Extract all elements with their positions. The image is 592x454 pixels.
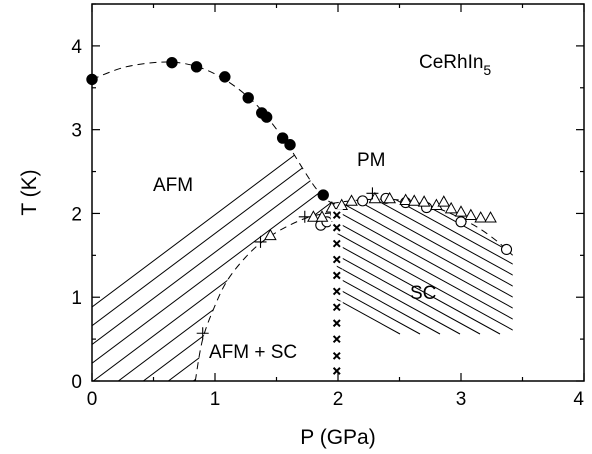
sc-hatch-line [331,199,513,335]
filled-circle-point [284,139,296,151]
sc-hatch-line [331,199,513,335]
afm-hatch-line [515,0,592,421]
y-tick-label: 1 [71,288,82,309]
sc-hatch [331,4,592,335]
sc-hatch-line [331,199,513,335]
afm-hatch-line [114,61,338,382]
sc-hatch-line [331,199,513,335]
sc-hatch-line [499,199,513,335]
x-point [332,255,341,264]
open-circle-point [500,243,513,256]
sc-hatch-line [580,4,592,334]
guide-lines [91,61,514,382]
region-label-pm: PM [357,150,386,171]
x-point [332,351,341,360]
region-label-sc: SC [410,283,436,304]
plus-point [196,327,209,340]
data-markers [86,56,513,377]
open-triangle-point [464,208,478,221]
sc-hatch-line [331,199,513,335]
open-triangle-point [417,195,431,207]
sc-hatch-line [331,199,513,335]
filled-circle-point [260,111,273,123]
sc-hatch-line [331,199,401,335]
region-label-afm: AFM [153,175,193,196]
afm-hatch-line [565,0,592,421]
x-tick-label: 4 [573,389,584,410]
afm-hatch-line [92,61,338,382]
y-tick-label: 2 [71,204,82,225]
open-circle-point [455,216,467,228]
sc-hatch-line [331,199,481,335]
x-tick-label: 1 [210,389,221,410]
x-point [332,271,341,280]
x-point [332,211,341,220]
afm-hatch-line [92,61,338,382]
afm-hatch-line [92,61,338,382]
y-tick-label: 0 [71,372,82,393]
sc-hatch-line [331,199,513,335]
afm-hatch-line [490,0,592,421]
open-triangle-point [437,195,451,207]
afm-hatch-line [92,61,338,382]
compound-subscript: 5 [483,62,491,78]
compound-base: CeRhIn [419,52,483,73]
open-triangle-point [474,211,488,223]
compound-label: CeRhIn5 [419,52,491,78]
x-tick-label: 3 [456,389,467,410]
sc-hatch-line [331,199,513,335]
axis-ticks: 0 1 2 3 4 0 1 2 3 4 [71,3,585,410]
x-point [332,303,341,312]
open-triangle-point [368,191,382,204]
open-triangle-point [264,228,277,241]
afm-sc-boundary-curve [194,212,339,382]
open-triangle-point [399,193,412,205]
open-triangle-point [383,191,397,204]
x-point [332,319,341,328]
x-point [332,335,341,344]
sc-hatch-line [331,199,513,335]
y-tick-label: 3 [71,121,82,142]
sc-hatch-line [479,199,513,335]
open-triangle-point [484,211,497,223]
plus-point [254,235,267,248]
afm-hatch-line [92,61,338,382]
x-point [332,367,341,375]
afm-boundary-curve [91,61,339,206]
open-triangle-point [315,210,329,222]
filled-circle-point [190,61,203,73]
region-label-afm-sc: AFM + SC [209,342,297,363]
filled-circle-point [242,92,254,104]
x-point [332,287,341,296]
sc-hatch-line [331,199,513,335]
plus-point [366,187,379,200]
sc-hatch-line [331,199,513,335]
afm-hatch-line [92,61,338,382]
open-triangle-point [454,205,468,217]
open-circle-point [357,195,369,207]
filled-circle-point [276,132,289,144]
sc-hatch-line [331,199,501,335]
open-triangle-point [345,194,358,206]
filled-circle-point [166,56,178,69]
sc-hatch-line [331,199,461,335]
open-triangle-point [444,201,458,214]
sc-hatch-line [520,4,592,334]
y-axis-label: T (K) [18,169,41,215]
sc-hatch-line [560,4,592,334]
x-point [332,223,341,232]
x-point [332,239,341,248]
plus-point [298,210,311,223]
filled-circle-point [317,189,329,201]
open-triangle-point [407,194,421,206]
afm-hatch-line [92,61,338,382]
afm-hatch-line [139,61,338,382]
x-tick-label: 2 [333,389,344,410]
x-axis-label: P (GPa) [300,426,375,449]
filled-circle-point [219,71,231,83]
sc-hatch-line [331,199,513,335]
x-tick-label: 0 [87,389,98,410]
y-tick-label: 4 [71,37,82,58]
